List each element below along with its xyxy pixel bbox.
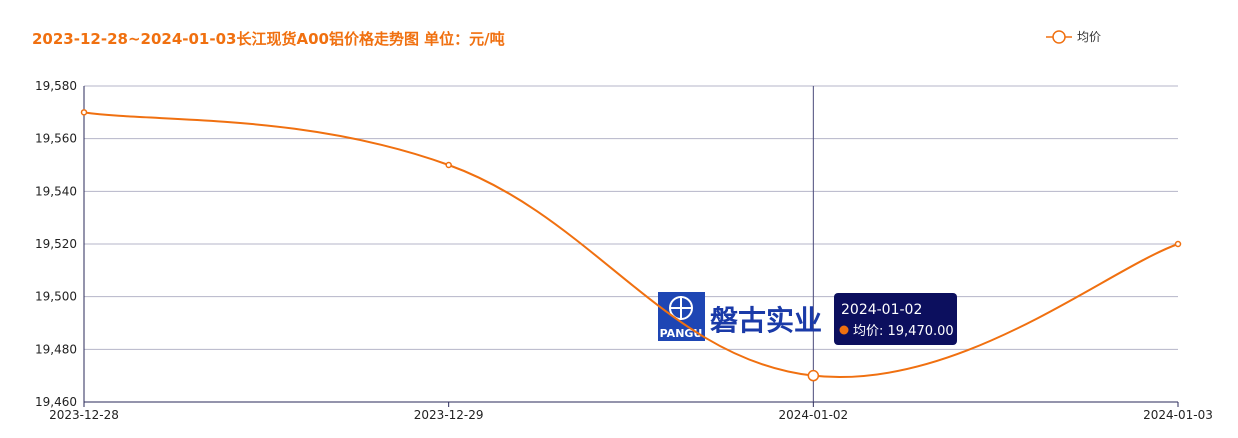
- logo-text: PANGU: [660, 327, 703, 340]
- tooltip-value: 均价: 19,470.00: [853, 324, 954, 339]
- tooltip: 2024-01-02 均价: 19,470.00: [834, 293, 957, 345]
- y-tick-label: 19,540: [35, 184, 77, 198]
- y-tick-label: 19,520: [35, 237, 77, 251]
- y-tick-label: 19,460: [35, 395, 77, 409]
- data-point[interactable]: [80, 109, 88, 116]
- y-tick-label: 19,500: [35, 290, 77, 304]
- data-point[interactable]: [1174, 240, 1182, 248]
- series-line-avg-price: [83, 111, 1179, 379]
- grid-lines: [83, 85, 1178, 403]
- tooltip-series-dot-icon: [839, 325, 849, 335]
- data-points[interactable]: [80, 109, 1182, 382]
- y-tick-label: 19,560: [35, 132, 77, 146]
- legend-marker-icon: [1052, 30, 1066, 44]
- x-axis-labels: 2023-12-28 2023-12-29 2024-01-02 2024-01-03: [49, 402, 1213, 422]
- data-point-hovered[interactable]: [807, 369, 820, 382]
- chart-title: 2023-12-28~2024-01-03长江现货A00铝价格走势图 单位：元/…: [32, 30, 505, 48]
- y-axis-labels: 19,460 19,480 19,500 19,520 19,540 19,560 19,5…: [35, 79, 77, 409]
- tooltip-box: [834, 293, 957, 345]
- company-watermark-text: 磐古实业: [710, 304, 822, 337]
- y-tick-label: 19,480: [35, 342, 77, 356]
- x-tick-label: 2023-12-29: [414, 408, 484, 422]
- legend-label: 均价: [1077, 30, 1101, 44]
- x-tick-label: 2024-01-02: [778, 408, 848, 422]
- x-tick-label: 2023-12-28: [49, 408, 119, 422]
- y-tick-label: 19,580: [35, 79, 77, 93]
- watermark: PANGU 磐古实业: [658, 292, 822, 341]
- data-point[interactable]: [445, 161, 452, 169]
- tooltip-date: 2024-01-02: [841, 302, 922, 318]
- x-tick-label: 2024-01-03: [1143, 408, 1213, 422]
- chart-legend[interactable]: 均价: [1046, 30, 1101, 44]
